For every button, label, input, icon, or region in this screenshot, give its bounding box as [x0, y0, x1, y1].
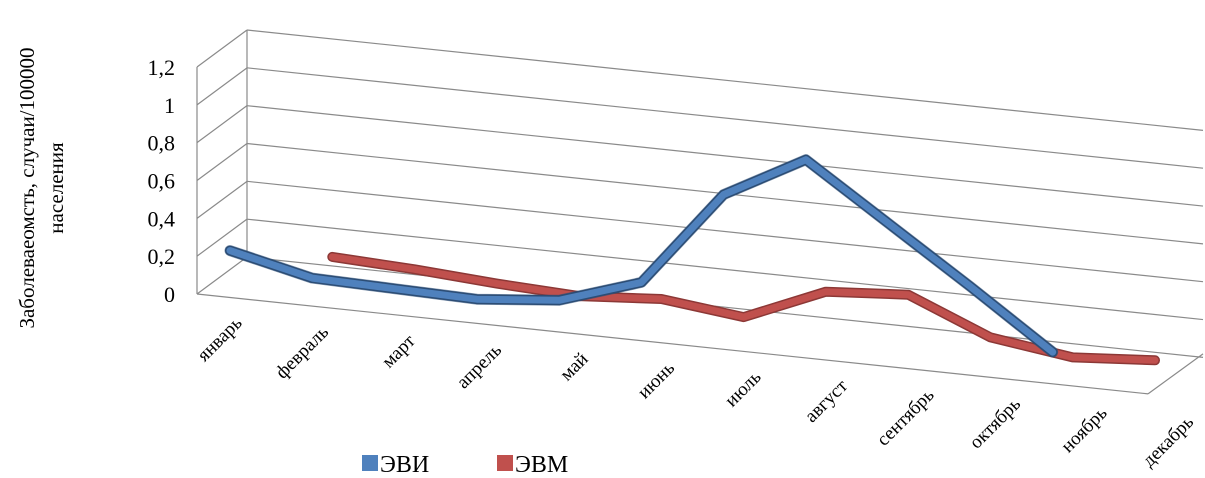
y-tick-label: 1: [164, 93, 175, 118]
gridline: [246, 29, 1204, 131]
y-axis-title-line: Заболеваеомсть, случаи/100000: [15, 47, 39, 328]
x-tick-label: сентябрь: [873, 384, 939, 450]
x-tick-label: февраль: [272, 321, 334, 383]
y-axis-title-line: населения: [44, 142, 68, 234]
chart-grid: [196, 29, 1204, 395]
x-axis-categories: январь февраль март апрель май июнь июль август…: [193, 312, 1198, 471]
legend-item: ЭВМ: [497, 452, 568, 478]
y-axis-label: Заболеваеомсть, случаи/100000 населения: [15, 47, 68, 328]
x-tick-label: март: [378, 330, 420, 372]
x-tick-label: январь: [193, 312, 246, 365]
y-axis-ticks: 0 0,2 0,4 0,6 0,8 1 1,2: [148, 55, 176, 307]
chart-legend: ЭВИ ЭВМ: [362, 452, 568, 478]
legend-label: ЭВМ: [515, 452, 568, 478]
floor-right-edge: [1147, 353, 1204, 395]
legend-label: ЭВИ: [380, 452, 429, 478]
x-tick-label: апрель: [453, 339, 507, 393]
gridline-side: [196, 218, 248, 257]
y-tick-label: 0,6: [148, 169, 176, 194]
gridline-side: [196, 105, 248, 144]
chart-series: [224, 154, 1160, 366]
series-evm: [327, 251, 1160, 366]
gridline-side: [196, 29, 248, 68]
x-tick-label: май: [556, 349, 592, 385]
y-tick-label: 0: [164, 282, 175, 307]
legend-item: ЭВИ: [362, 452, 429, 478]
series-evi: [224, 154, 1059, 358]
y-tick-label: 0,4: [148, 206, 176, 231]
x-tick-label: ноябрь: [1057, 402, 1112, 457]
y-tick-label: 0,8: [148, 131, 176, 156]
gridline-side: [196, 143, 248, 181]
gridline-side: [196, 180, 248, 219]
y-tick-label: 0,2: [148, 244, 176, 269]
x-tick-label: июнь: [634, 357, 680, 403]
gridline-side: [196, 67, 248, 106]
x-tick-label: октябрь: [966, 393, 1026, 453]
gridline: [246, 180, 1204, 283]
x-tick-label: декабрь: [1138, 411, 1198, 471]
gridline-side: [196, 256, 248, 295]
gridline: [246, 105, 1204, 207]
floor-front-edge: [196, 293, 1149, 395]
y-tick-label: 1,2: [148, 55, 176, 80]
gridline: [246, 67, 1204, 169]
legend-swatch: [362, 455, 378, 471]
x-tick-label: июль: [721, 366, 766, 411]
gridline: [246, 218, 1204, 321]
x-tick-label: август: [801, 375, 853, 427]
legend-swatch: [497, 455, 513, 471]
gridline: [246, 256, 1204, 358]
